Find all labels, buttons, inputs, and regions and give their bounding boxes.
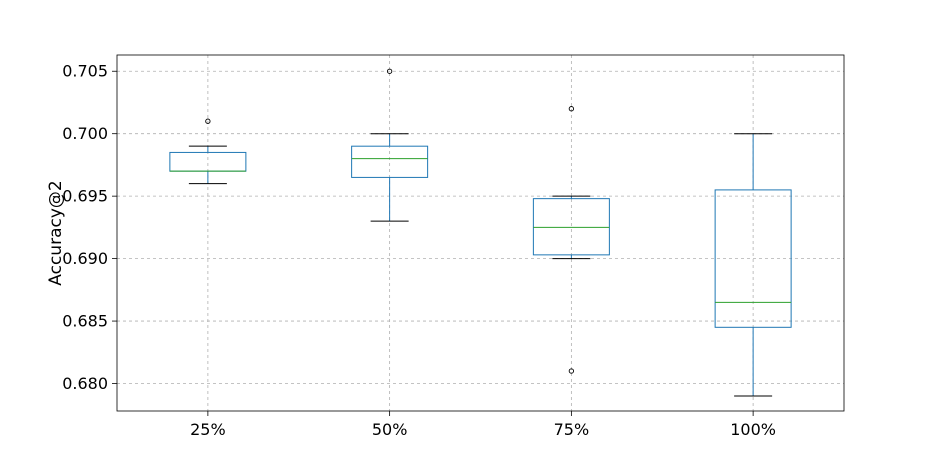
box-50pct	[351, 68, 429, 222]
outlier-point	[568, 106, 575, 112]
y-tick-label: 0.690	[62, 249, 108, 268]
grid-lines	[117, 55, 844, 411]
y-tick-label: 0.700	[62, 124, 108, 143]
y-axis-label: Accuracy@2	[46, 180, 66, 285]
plot-frame	[116, 54, 845, 412]
x-tick-label: 100%	[730, 420, 776, 439]
box-25pct	[169, 118, 247, 185]
x-tick-label: 25%	[190, 420, 226, 439]
y-axis-ticks: 0.680 0.685 0.690 0.695 0.700 0.705	[62, 62, 117, 393]
x-tick-label: 75%	[554, 420, 590, 439]
box-75pct	[532, 106, 610, 374]
outlier-point	[205, 118, 211, 124]
x-axis-ticks: 25% 50% 75% 100%	[190, 411, 776, 439]
iqr-box	[714, 189, 792, 328]
iqr-box	[532, 198, 610, 256]
box-100pct	[714, 133, 792, 397]
iqr-box	[351, 145, 429, 178]
outlier-point	[386, 68, 393, 74]
y-tick-label: 0.680	[62, 374, 108, 393]
y-tick-label: 0.685	[62, 312, 108, 331]
y-tick-label: 0.705	[62, 62, 108, 81]
box-series	[169, 68, 792, 397]
outlier-point	[568, 368, 575, 374]
iqr-box	[169, 151, 247, 172]
x-tick-label: 50%	[372, 420, 408, 439]
y-tick-label: 0.695	[62, 187, 108, 206]
